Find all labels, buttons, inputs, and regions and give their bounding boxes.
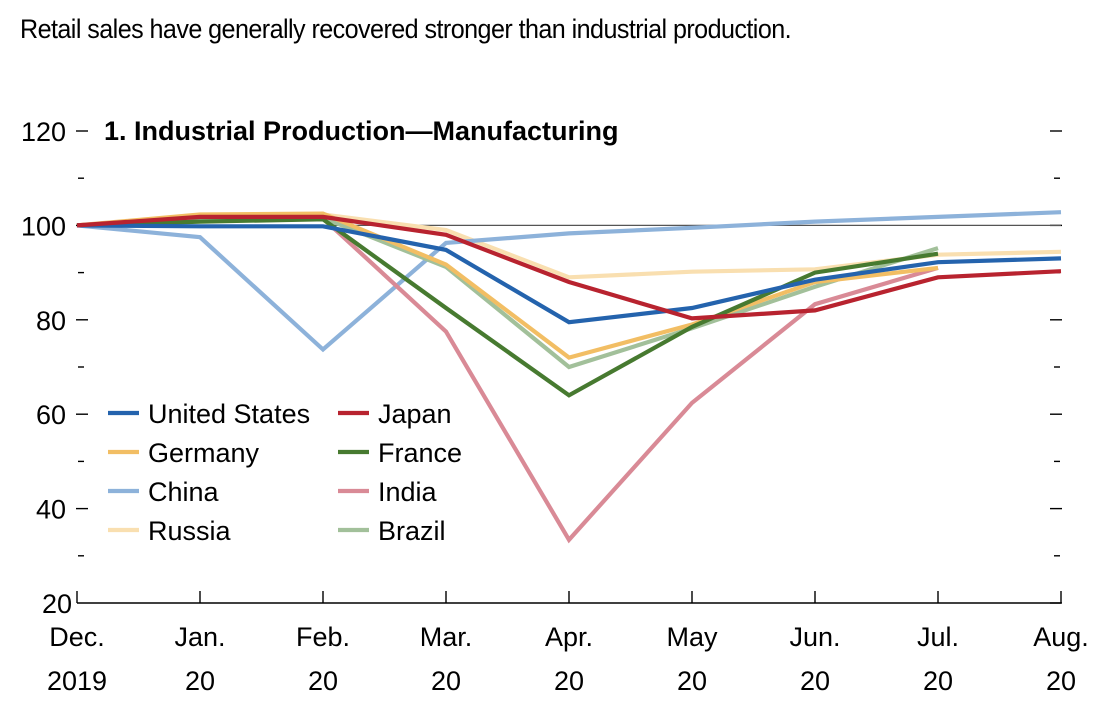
legend-label-france: France (378, 438, 462, 468)
series-line-china (76, 210, 1062, 353)
x-tick-label-month: Dec. (49, 622, 105, 652)
series-line-russia (76, 212, 1062, 280)
x-tick-label-month: Apr. (545, 622, 593, 652)
x-tick-label-month: Feb. (296, 622, 350, 652)
series-line-france (76, 217, 939, 398)
series-lines (76, 210, 1062, 544)
y-tick-label: 40 (36, 495, 66, 525)
chart-headline: Retail sales have generally recovered st… (20, 14, 792, 44)
y-tick-label: 80 (36, 306, 66, 336)
x-tick-label-month: Aug. (1033, 622, 1089, 652)
legend: United States Japan Germany France China Indi… (108, 399, 462, 546)
legend-label-united-states: United States (148, 399, 310, 429)
legend-label-japan: Japan (378, 399, 452, 429)
x-tick-label-year: 20 (431, 666, 461, 696)
series-line-united-states (76, 223, 1062, 325)
x-tick-label-year: 20 (554, 666, 584, 696)
y-tick-label: 120 (21, 117, 66, 147)
x-tick-label-year: 20 (185, 666, 215, 696)
x-tick-label-year: 20 (308, 666, 338, 696)
legend-label-germany: Germany (148, 438, 260, 468)
axes: Dec. 2019 Jan. 20 Feb. 20 Mar. 20 Apr. 20 May 20 Jun… (21, 117, 1089, 696)
x-tick-label-month: May (666, 622, 718, 652)
series-line-japan (76, 214, 1062, 321)
x-tick-label-year: 20 (1046, 666, 1076, 696)
x-tick-label-year: 20 (800, 666, 830, 696)
x-tick-label-month: Jun. (789, 622, 840, 652)
x-tick-label-month: Mar. (420, 622, 473, 652)
x-tick-label-year: 20 (923, 666, 953, 696)
y-tick-label: 20 (42, 589, 72, 619)
series-line-brazil (76, 215, 939, 370)
y-tick-label: 60 (36, 400, 66, 430)
legend-label-china: China (148, 477, 220, 507)
y-tick-label: 100 (21, 211, 66, 241)
x-tick-label-year: 20 (677, 666, 707, 696)
legend-label-russia: Russia (148, 516, 232, 546)
series-line-germany (76, 211, 939, 360)
chart-title: 1. Industrial Production—Manufacturing (104, 116, 619, 146)
x-tick-label-month: Jul. (917, 622, 959, 652)
x-tick-label-month: Jan. (174, 622, 225, 652)
legend-label-brazil: Brazil (378, 516, 446, 546)
legend-label-india: India (378, 477, 438, 507)
x-tick-label-year: 2019 (47, 666, 107, 696)
